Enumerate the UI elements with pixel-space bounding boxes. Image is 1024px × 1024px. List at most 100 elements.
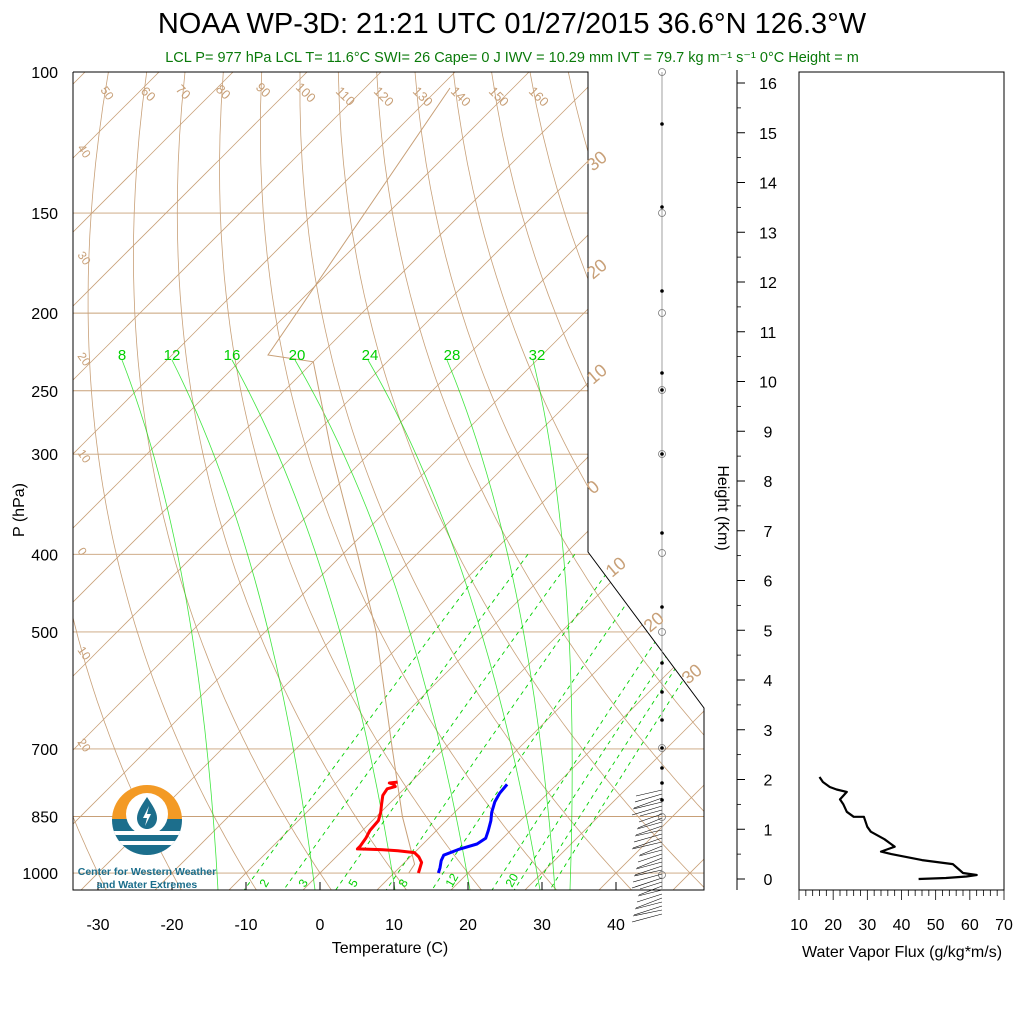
cw3e-logo: Center for Western Weather and Water Ext… bbox=[78, 785, 216, 891]
dry-adiabat bbox=[337, 72, 704, 890]
mixing-ratio-bottom-label: 5 bbox=[345, 876, 361, 889]
isotherm bbox=[73, 72, 678, 890]
parcel-path bbox=[267, 87, 451, 874]
isotherm bbox=[450, 72, 704, 890]
chart-subtitle: LCL P= 977 hPa LCL T= 11.6°C SWI= 26 Cap… bbox=[165, 50, 859, 66]
isotherm-label-top: 90 bbox=[253, 80, 274, 101]
wind-barb bbox=[638, 885, 663, 896]
chart-title: NOAA WP-3D: 21:21 UTC 01/27/2015 36.6°N … bbox=[157, 8, 867, 40]
wind-barb bbox=[634, 793, 663, 803]
wind-barb bbox=[639, 845, 663, 856]
wind-calm-marker bbox=[658, 68, 666, 76]
isotherm-label-top: 140 bbox=[448, 84, 474, 110]
flux-tick-10: 10 bbox=[790, 917, 808, 934]
wind-barb bbox=[632, 909, 663, 917]
isotherm-label-left: 30 bbox=[75, 249, 94, 268]
pressure-tick-100: 100 bbox=[31, 65, 58, 82]
logo-text-line2: and Water Extremes bbox=[97, 879, 198, 891]
isotherm-label-left: 20 bbox=[75, 736, 94, 755]
mixing-ratio-line bbox=[385, 554, 621, 890]
moist-adiabat bbox=[121, 359, 219, 890]
height-tick-13: 13 bbox=[759, 225, 777, 242]
height-tick-16: 16 bbox=[759, 76, 777, 93]
wind-barb bbox=[635, 897, 663, 909]
moist-adiabat bbox=[446, 359, 556, 890]
dry-adiabat bbox=[682, 72, 704, 890]
isotherm-label-top: 70 bbox=[173, 82, 194, 103]
wind-dot bbox=[660, 388, 664, 392]
isotherm-label-left: 10 bbox=[75, 644, 94, 663]
flux-tick-20: 20 bbox=[824, 917, 842, 934]
mixing-ratio-line bbox=[243, 554, 493, 890]
isotherm-label-top: 110 bbox=[333, 84, 358, 109]
temperature-tick--10: -10 bbox=[234, 917, 257, 934]
flux-tick-30: 30 bbox=[858, 917, 876, 934]
wind-dot bbox=[660, 690, 664, 694]
height-tick-8: 8 bbox=[764, 474, 773, 491]
mixing-ratio-line bbox=[549, 554, 704, 890]
flux-tick-40: 40 bbox=[893, 917, 911, 934]
mixing-ratio-line bbox=[491, 554, 704, 890]
wind-dot bbox=[660, 798, 664, 802]
dry-adiabat bbox=[133, 72, 332, 890]
temperature-tick-0: 0 bbox=[316, 917, 325, 934]
wind-dot bbox=[660, 746, 664, 750]
isotherm bbox=[73, 72, 234, 890]
isotherm-label-top: 100 bbox=[293, 80, 319, 106]
wind-dot bbox=[660, 718, 664, 722]
flux-tick-60: 60 bbox=[961, 917, 979, 934]
isotherm-label-right: 30 bbox=[583, 147, 611, 175]
isotherm-label-left: 50 bbox=[98, 84, 117, 103]
dry-adiabat bbox=[798, 72, 1024, 890]
height-tick-11: 11 bbox=[760, 325, 777, 342]
moist-adiabat bbox=[532, 359, 573, 890]
moist-adiabat bbox=[231, 359, 396, 890]
temperature-axis-label: Temperature (C) bbox=[332, 940, 448, 957]
wind-barb bbox=[637, 817, 663, 829]
wind-barb bbox=[639, 809, 663, 817]
height-tick-2: 2 bbox=[764, 773, 773, 790]
isotherm bbox=[73, 72, 308, 890]
mixing-ratio-bottom-label: 20 bbox=[502, 871, 521, 890]
wind-barb bbox=[639, 881, 663, 890]
wind-barb bbox=[637, 889, 663, 897]
height-axis-label: Height (Km) bbox=[714, 465, 731, 550]
height-tick-10: 10 bbox=[759, 375, 777, 392]
wind-barb bbox=[632, 837, 663, 849]
wind-calm-marker bbox=[658, 209, 666, 217]
moist-adiabat bbox=[367, 359, 541, 890]
wind-dot bbox=[660, 766, 664, 770]
wind-barb bbox=[635, 789, 663, 797]
isotherm bbox=[376, 72, 704, 890]
isotherm-label-left: 0 bbox=[75, 545, 90, 559]
wind-barb bbox=[634, 865, 663, 876]
pressure-tick-400: 400 bbox=[31, 547, 58, 564]
isotherm bbox=[73, 72, 86, 890]
height-tick-9: 9 bbox=[764, 424, 773, 441]
pressure-tick-500: 500 bbox=[31, 625, 58, 642]
isotherm bbox=[0, 72, 11, 890]
isotherm bbox=[747, 72, 1024, 890]
dry-adiabat bbox=[414, 72, 704, 890]
mixing-ratio-line bbox=[335, 554, 576, 890]
wind-barb bbox=[632, 873, 663, 883]
wind-calm-marker bbox=[658, 628, 666, 636]
mixing-ratio-label: 28 bbox=[444, 347, 461, 364]
height-tick-0: 0 bbox=[764, 872, 773, 889]
wind-barb bbox=[637, 853, 663, 863]
mixing-ratio-label: 8 bbox=[118, 347, 126, 364]
mixing-ratio-line bbox=[513, 554, 704, 890]
temperature-tick--30: -30 bbox=[86, 917, 109, 934]
wind-dot bbox=[660, 605, 664, 609]
dry-adiabat bbox=[299, 72, 632, 890]
moist-adiabat bbox=[294, 359, 471, 890]
height-tick-4: 4 bbox=[764, 673, 773, 690]
wind-calm-marker bbox=[658, 450, 666, 458]
mixing-ratio-label: 24 bbox=[362, 347, 379, 364]
wind-barb bbox=[633, 869, 663, 877]
pressure-tick-300: 300 bbox=[31, 447, 58, 464]
isotherm-label-top: 160 bbox=[526, 84, 552, 110]
logo-text-line1: Center for Western Weather bbox=[78, 866, 216, 878]
dry-adiabat bbox=[567, 72, 704, 890]
